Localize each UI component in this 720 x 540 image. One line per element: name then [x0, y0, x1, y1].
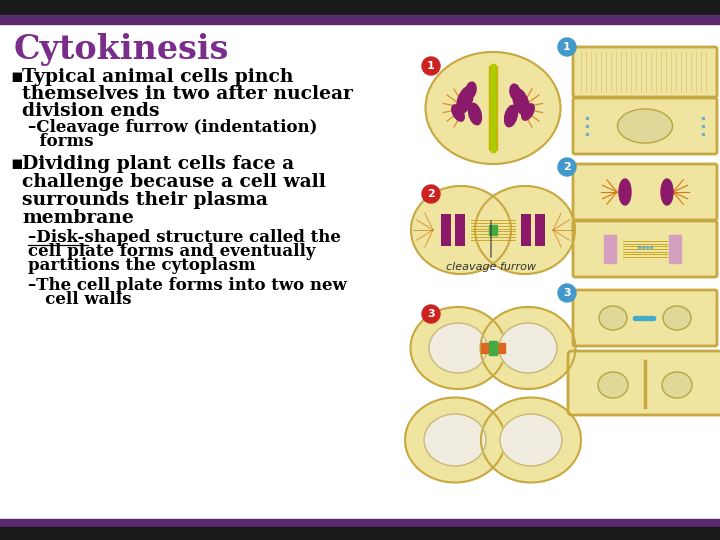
- Ellipse shape: [618, 109, 672, 143]
- Bar: [441, 214, 451, 246]
- Ellipse shape: [411, 186, 511, 274]
- Text: ▪: ▪: [10, 68, 23, 86]
- Text: surrounds their plasma: surrounds their plasma: [22, 191, 268, 209]
- Ellipse shape: [410, 307, 505, 389]
- Ellipse shape: [466, 82, 476, 98]
- Text: themselves in two after nuclear: themselves in two after nuclear: [22, 85, 353, 103]
- Text: membrane: membrane: [22, 209, 134, 227]
- Bar: [521, 214, 531, 246]
- FancyBboxPatch shape: [573, 47, 717, 97]
- Text: division ends: division ends: [22, 102, 160, 120]
- FancyBboxPatch shape: [573, 164, 717, 220]
- Text: –Cleavage furrow (indentation): –Cleavage furrow (indentation): [28, 119, 318, 136]
- Circle shape: [558, 158, 576, 176]
- Text: challenge because a cell wall: challenge because a cell wall: [22, 173, 326, 191]
- Ellipse shape: [522, 104, 534, 120]
- Bar: [0, 15, 720, 24]
- Bar: [535, 214, 545, 246]
- Bar: [491, 64, 495, 152]
- Ellipse shape: [426, 52, 560, 164]
- Ellipse shape: [405, 397, 505, 483]
- Ellipse shape: [599, 306, 627, 330]
- Ellipse shape: [469, 103, 482, 125]
- Circle shape: [422, 185, 440, 203]
- Ellipse shape: [505, 105, 518, 127]
- Text: cell plate forms and eventually: cell plate forms and eventually: [28, 243, 315, 260]
- Text: partitions the cytoplasm: partitions the cytoplasm: [28, 257, 256, 274]
- Bar: [489, 66, 497, 150]
- FancyBboxPatch shape: [573, 290, 717, 346]
- Text: 3: 3: [563, 288, 571, 298]
- Ellipse shape: [513, 89, 529, 116]
- Bar: [0, 519, 720, 527]
- Bar: [489, 341, 497, 355]
- Text: Cytokinesis: Cytokinesis: [14, 33, 230, 66]
- Text: ▪: ▪: [10, 155, 23, 173]
- Circle shape: [558, 38, 576, 56]
- Text: 1: 1: [427, 61, 435, 71]
- Text: 3: 3: [427, 309, 435, 319]
- Ellipse shape: [457, 86, 473, 113]
- Text: –Disk-shaped structure called the: –Disk-shaped structure called the: [28, 229, 341, 246]
- Text: cell walls: cell walls: [28, 291, 132, 308]
- Bar: [669, 235, 681, 263]
- Bar: [604, 235, 616, 263]
- Bar: [455, 214, 465, 246]
- Ellipse shape: [475, 186, 575, 274]
- Ellipse shape: [429, 323, 487, 373]
- Ellipse shape: [619, 179, 631, 205]
- Circle shape: [422, 57, 440, 75]
- Circle shape: [422, 305, 440, 323]
- Ellipse shape: [480, 307, 575, 389]
- Ellipse shape: [661, 179, 673, 205]
- FancyBboxPatch shape: [573, 221, 717, 277]
- Text: 2: 2: [563, 162, 571, 172]
- Text: 1: 1: [563, 42, 571, 52]
- Text: 2: 2: [427, 189, 435, 199]
- Text: Typical animal cells pinch: Typical animal cells pinch: [22, 68, 294, 86]
- Bar: [489, 225, 497, 235]
- Ellipse shape: [598, 372, 628, 398]
- Ellipse shape: [500, 414, 562, 466]
- Ellipse shape: [451, 105, 464, 121]
- Bar: [0, 527, 720, 540]
- Text: forms: forms: [28, 133, 94, 150]
- FancyBboxPatch shape: [568, 351, 720, 415]
- Ellipse shape: [481, 397, 581, 483]
- Text: cleavage furrow: cleavage furrow: [446, 262, 536, 272]
- Ellipse shape: [424, 414, 486, 466]
- Ellipse shape: [663, 306, 691, 330]
- Ellipse shape: [510, 84, 520, 100]
- Ellipse shape: [662, 372, 692, 398]
- Bar: [481, 343, 505, 353]
- Bar: [0, 0, 720, 15]
- FancyBboxPatch shape: [573, 98, 717, 154]
- Circle shape: [558, 284, 576, 302]
- Text: –The cell plate forms into two new: –The cell plate forms into two new: [28, 277, 347, 294]
- Text: Dividing plant cells face a: Dividing plant cells face a: [22, 155, 294, 173]
- Ellipse shape: [499, 323, 557, 373]
